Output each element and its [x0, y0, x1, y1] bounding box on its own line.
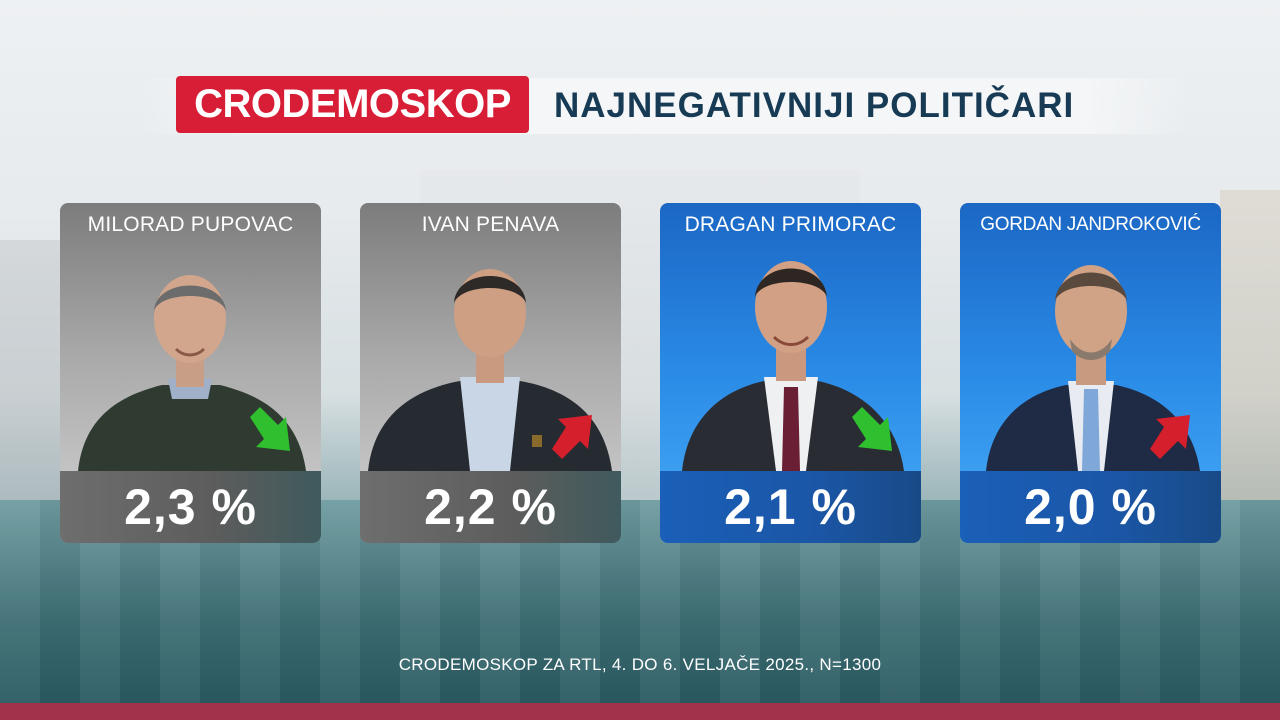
background-building-left: [0, 240, 60, 500]
trend-up-arrow-icon: [552, 415, 592, 459]
politician-photo: [986, 265, 1200, 471]
trend-up-arrow-icon: [1150, 415, 1190, 459]
politician-photo: [368, 269, 612, 471]
politician-card-primorac: DRAGAN PRIMORAC 2,1 %: [660, 203, 921, 543]
rating-value: 2,1 %: [660, 471, 921, 543]
bottom-accent-bar: [0, 703, 1280, 720]
page-title: NAJNEGATIVNIJI POLITIČARI: [554, 86, 1075, 125]
politician-name: IVAN PENAVA: [421, 213, 560, 236]
trend-down-arrow-icon: [250, 407, 290, 451]
rating-value: 2,3 %: [60, 471, 321, 543]
brand-badge: CRODEMOSKOP: [176, 76, 529, 133]
politician-card-jandrokovic: GORDAN JANDROKOVIĆ 2,0 %: [960, 203, 1221, 543]
background-building-right: [1220, 190, 1280, 500]
rating-value: 2,0 %: [960, 471, 1221, 543]
rating-value: 2,2 %: [360, 471, 621, 543]
politician-name: DRAGAN PRIMORAC: [684, 213, 897, 236]
source-footnote: CRODEMOSKOP ZA RTL, 4. DO 6. VELJAČE 202…: [398, 655, 882, 674]
politician-name: MILORAD PUPOVAC: [87, 213, 294, 236]
politician-card-penava: IVAN PENAVA 2,2 %: [360, 203, 621, 543]
trend-down-arrow-icon: [852, 407, 892, 451]
politician-photo: [682, 261, 904, 471]
politician-card-pupovac: MILORAD PUPOVAC 2,3 %: [60, 203, 321, 543]
politician-photo: [78, 275, 306, 471]
politician-name: GORDAN JANDROKOVIĆ: [980, 214, 1201, 235]
